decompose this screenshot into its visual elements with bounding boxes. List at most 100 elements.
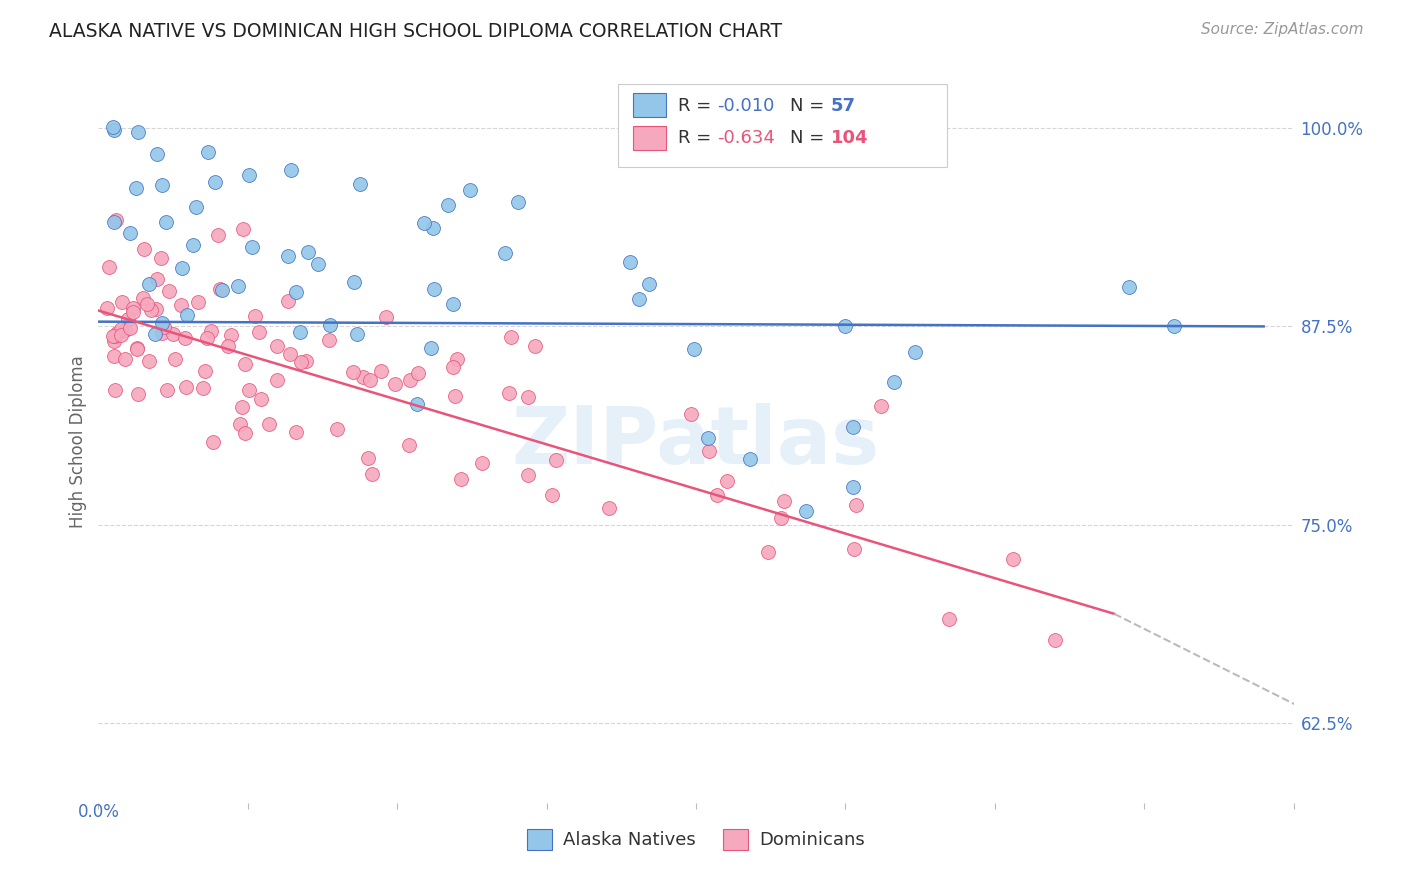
Point: [437, 198, 460, 212]
Point: [150, 178, 173, 193]
Point: [307, 257, 329, 271]
Point: [446, 351, 468, 366]
Point: [683, 342, 706, 356]
Point: [903, 345, 925, 359]
Point: [150, 326, 173, 341]
Point: [150, 316, 173, 330]
Point: [326, 421, 349, 435]
Point: [285, 285, 308, 300]
Point: [501, 330, 523, 344]
Point: [174, 331, 197, 345]
Point: [541, 488, 564, 502]
Point: [105, 213, 128, 227]
Text: -0.010: -0.010: [717, 96, 775, 114]
Point: [756, 545, 779, 559]
Point: [208, 282, 231, 296]
Point: [598, 501, 620, 516]
Point: [96, 301, 118, 315]
Y-axis label: High School Diploma: High School Diploma: [69, 355, 87, 528]
Point: [681, 407, 703, 421]
Point: [295, 354, 318, 368]
Point: [280, 163, 302, 178]
Point: [132, 291, 155, 305]
Point: [217, 338, 239, 352]
Point: [122, 301, 145, 315]
Point: [498, 386, 520, 401]
Point: [619, 255, 641, 269]
Point: [127, 342, 149, 356]
Point: [233, 426, 256, 441]
Point: [170, 298, 193, 312]
Point: [197, 145, 219, 160]
Point: [638, 277, 661, 291]
Point: [398, 438, 420, 452]
Point: [343, 275, 366, 289]
Point: [111, 295, 134, 310]
Point: [772, 494, 794, 508]
Text: 104: 104: [831, 129, 869, 147]
Point: [842, 419, 865, 434]
Point: [138, 354, 160, 368]
Point: [243, 309, 266, 323]
Point: [349, 177, 371, 191]
Point: [278, 347, 301, 361]
Point: [696, 431, 718, 445]
Point: [359, 373, 381, 387]
Point: [883, 375, 905, 389]
Point: [103, 120, 125, 135]
Text: R =: R =: [678, 129, 717, 147]
Text: 0.0%: 0.0%: [77, 803, 120, 821]
Text: N =: N =: [790, 129, 831, 147]
Point: [738, 451, 761, 466]
Point: [232, 221, 254, 235]
Point: [238, 383, 260, 397]
Point: [716, 474, 738, 488]
Point: [450, 473, 472, 487]
Point: [247, 325, 270, 339]
Point: [285, 425, 308, 440]
Point: [110, 327, 132, 342]
Point: [250, 392, 273, 406]
Point: [770, 511, 793, 525]
FancyBboxPatch shape: [633, 126, 666, 150]
Point: [118, 321, 141, 335]
Point: [233, 357, 256, 371]
Point: [842, 542, 865, 557]
Point: [114, 352, 136, 367]
Point: [458, 183, 481, 197]
Point: [516, 468, 538, 483]
Point: [97, 260, 120, 275]
Point: [194, 364, 217, 378]
Point: [384, 377, 406, 392]
Point: [153, 320, 176, 334]
FancyBboxPatch shape: [633, 94, 666, 117]
Point: [226, 279, 249, 293]
Point: [1043, 632, 1066, 647]
Point: [360, 467, 382, 481]
Point: [628, 293, 651, 307]
Point: [127, 125, 149, 139]
Point: [121, 305, 143, 319]
Point: [181, 238, 204, 252]
Point: [370, 364, 392, 378]
Point: [441, 297, 464, 311]
Point: [141, 302, 163, 317]
Point: [706, 487, 728, 501]
Text: ZIPatlas: ZIPatlas: [512, 402, 880, 481]
Text: Source: ZipAtlas.com: Source: ZipAtlas.com: [1201, 22, 1364, 37]
Point: [143, 326, 166, 341]
Text: N =: N =: [790, 96, 831, 114]
Point: [204, 175, 226, 189]
Point: [506, 195, 529, 210]
Point: [105, 326, 128, 340]
Point: [422, 221, 444, 235]
Point: [200, 324, 222, 338]
Point: [103, 122, 125, 136]
Point: [444, 389, 467, 403]
Point: [145, 147, 167, 161]
Point: [176, 308, 198, 322]
Point: [1001, 552, 1024, 566]
Point: [938, 612, 960, 626]
Point: [845, 498, 868, 512]
Point: [517, 390, 540, 404]
